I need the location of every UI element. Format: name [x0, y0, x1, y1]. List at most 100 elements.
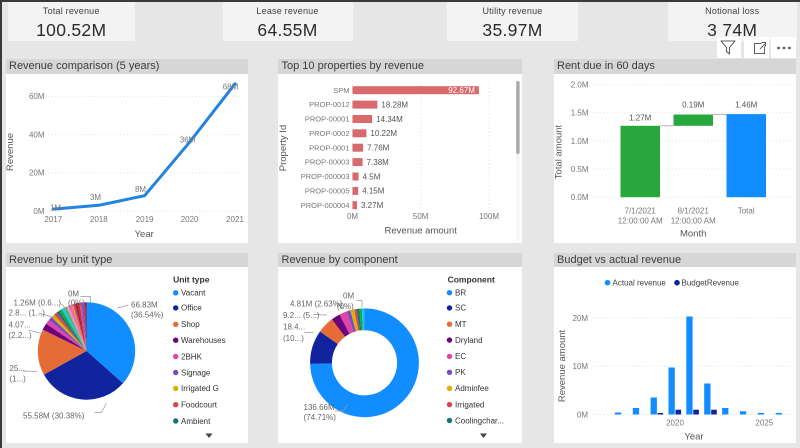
svg-text:1M: 1M: [49, 203, 60, 212]
svg-text:4.07...: 4.07...: [8, 321, 30, 330]
svg-text:7.76M: 7.76M: [367, 144, 390, 153]
svg-text:7.38M: 7.38M: [367, 158, 390, 167]
svg-text:9.2... (5...): 9.2... (5...): [283, 311, 320, 320]
svg-text:92.67M: 92.67M: [448, 86, 475, 95]
svg-text:(74.71%): (74.71%): [304, 413, 337, 422]
svg-text:Actual revenue: Actual revenue: [612, 279, 666, 288]
svg-text:1.27M: 1.27M: [629, 113, 652, 122]
svg-text:Property Id: Property Id: [278, 125, 289, 171]
svg-text:0M: 0M: [67, 289, 78, 298]
svg-text:0M: 0M: [343, 291, 354, 300]
svg-text:PROP-00003: PROP-00003: [305, 158, 350, 167]
svg-text:2017: 2017: [44, 215, 62, 224]
svg-text:136.66M: 136.66M: [304, 403, 335, 412]
svg-text:1.5M: 1.5M: [570, 109, 588, 118]
svg-text:8M: 8M: [134, 185, 145, 194]
svg-text:Revenue: Revenue: [4, 133, 15, 171]
svg-text:4.15M: 4.15M: [362, 187, 385, 196]
svg-text:Office: Office: [181, 304, 202, 313]
svg-text:(10...): (10...): [283, 334, 304, 343]
svg-text:12:00:00 AM: 12:00:00 AM: [670, 216, 715, 225]
svg-text:MT: MT: [455, 320, 467, 329]
svg-text:68M: 68M: [222, 82, 238, 91]
svg-text:18.4...: 18.4...: [283, 323, 305, 332]
svg-text:2BHK: 2BHK: [181, 352, 203, 361]
svg-text:2019: 2019: [135, 215, 153, 224]
svg-text:3.27M: 3.27M: [361, 201, 384, 210]
svg-text:25...: 25...: [9, 364, 25, 373]
svg-text:Component: Component: [448, 275, 495, 285]
svg-text:Unit type: Unit type: [173, 275, 210, 285]
svg-text:PROP-0001: PROP-0001: [309, 143, 349, 152]
svg-text:1.0M: 1.0M: [570, 137, 588, 146]
svg-text:(1...): (1...): [9, 374, 26, 383]
svg-text:Warehouses: Warehouses: [181, 336, 226, 345]
svg-text:0M: 0M: [576, 410, 587, 419]
svg-text:4.5M: 4.5M: [363, 172, 381, 181]
svg-text:PROP-0002: PROP-0002: [309, 129, 349, 138]
svg-text:EC: EC: [455, 352, 466, 361]
svg-text:Month: Month: [679, 228, 705, 239]
svg-text:3M: 3M: [89, 193, 100, 202]
svg-text:Adminfee: Adminfee: [455, 384, 489, 393]
svg-text:Vacant: Vacant: [181, 289, 206, 298]
svg-text:0M: 0M: [33, 207, 44, 216]
svg-text:PK: PK: [455, 368, 466, 377]
svg-text:40M: 40M: [28, 130, 44, 139]
svg-text:0M: 0M: [347, 212, 358, 221]
svg-text:1.26M (0.6...): 1.26M (0.6...): [13, 298, 61, 307]
svg-text:Coolingchar...: Coolingchar...: [455, 416, 504, 425]
svg-text:Signage: Signage: [181, 368, 211, 377]
svg-text:0.5M: 0.5M: [570, 165, 588, 174]
svg-text:Year: Year: [134, 229, 153, 240]
svg-text:(0%): (0%): [337, 302, 354, 311]
svg-text:50M: 50M: [413, 212, 429, 221]
svg-text:7/1/2021: 7/1/2021: [624, 206, 656, 215]
svg-text:PROP-000004: PROP-000004: [301, 201, 350, 210]
svg-text:Year: Year: [684, 431, 703, 442]
svg-text:Revenue amount: Revenue amount: [557, 329, 568, 402]
svg-text:10M: 10M: [572, 362, 588, 371]
svg-text:PROP-00005: PROP-00005: [305, 187, 350, 196]
svg-text:12:00:00 AM: 12:00:00 AM: [617, 216, 662, 225]
svg-text:36M: 36M: [179, 136, 195, 145]
svg-text:Revenue amount: Revenue amount: [385, 226, 458, 237]
svg-text:(0%): (0%): [68, 298, 85, 307]
svg-text:20M: 20M: [572, 314, 588, 323]
svg-text:10.22M: 10.22M: [370, 129, 397, 138]
svg-text:SC: SC: [455, 304, 466, 313]
svg-text:60M: 60M: [28, 92, 44, 101]
svg-text:SPM: SPM: [333, 86, 349, 95]
svg-text:2.0M: 2.0M: [570, 81, 588, 90]
svg-text:2.8... (1...): 2.8... (1...): [8, 309, 45, 318]
svg-text:2020: 2020: [180, 215, 198, 224]
svg-text:1.46M: 1.46M: [735, 100, 758, 109]
svg-text:BudgetRevenue: BudgetRevenue: [681, 279, 739, 288]
svg-text:Total: Total: [737, 206, 754, 215]
svg-text:(36.54%): (36.54%): [131, 310, 164, 319]
svg-text:Irrigated: Irrigated: [455, 400, 484, 409]
svg-text:Total amount: Total amount: [553, 124, 564, 179]
svg-text:66.83M: 66.83M: [131, 300, 158, 309]
svg-text:100M: 100M: [479, 212, 499, 221]
svg-text:18.28M: 18.28M: [381, 100, 408, 109]
svg-text:20M: 20M: [28, 169, 44, 178]
svg-text:55.58M (30.38%): 55.58M (30.38%): [23, 411, 85, 420]
svg-text:2021: 2021: [226, 215, 244, 224]
svg-text:PROP-00001: PROP-00001: [305, 115, 350, 124]
svg-text:2025: 2025: [755, 418, 773, 427]
svg-text:Shop: Shop: [181, 320, 200, 329]
svg-text:0.19M: 0.19M: [682, 101, 705, 110]
svg-text:2020: 2020: [666, 418, 684, 427]
svg-text:4.81M (2.63%): 4.81M (2.63%): [290, 300, 343, 309]
svg-text:Irrigated G: Irrigated G: [181, 384, 219, 393]
svg-text:BR: BR: [455, 289, 466, 298]
svg-text:Foodcourt: Foodcourt: [181, 401, 218, 410]
svg-text:Ambient: Ambient: [181, 417, 211, 426]
svg-text:0.0M: 0.0M: [570, 193, 588, 202]
svg-text:Dryland: Dryland: [455, 336, 483, 345]
svg-text:(2.2...): (2.2...): [8, 331, 31, 340]
svg-text:2018: 2018: [89, 215, 107, 224]
svg-text:8/1/2021: 8/1/2021: [677, 206, 709, 215]
svg-text:PROP-0012: PROP-0012: [309, 100, 349, 109]
